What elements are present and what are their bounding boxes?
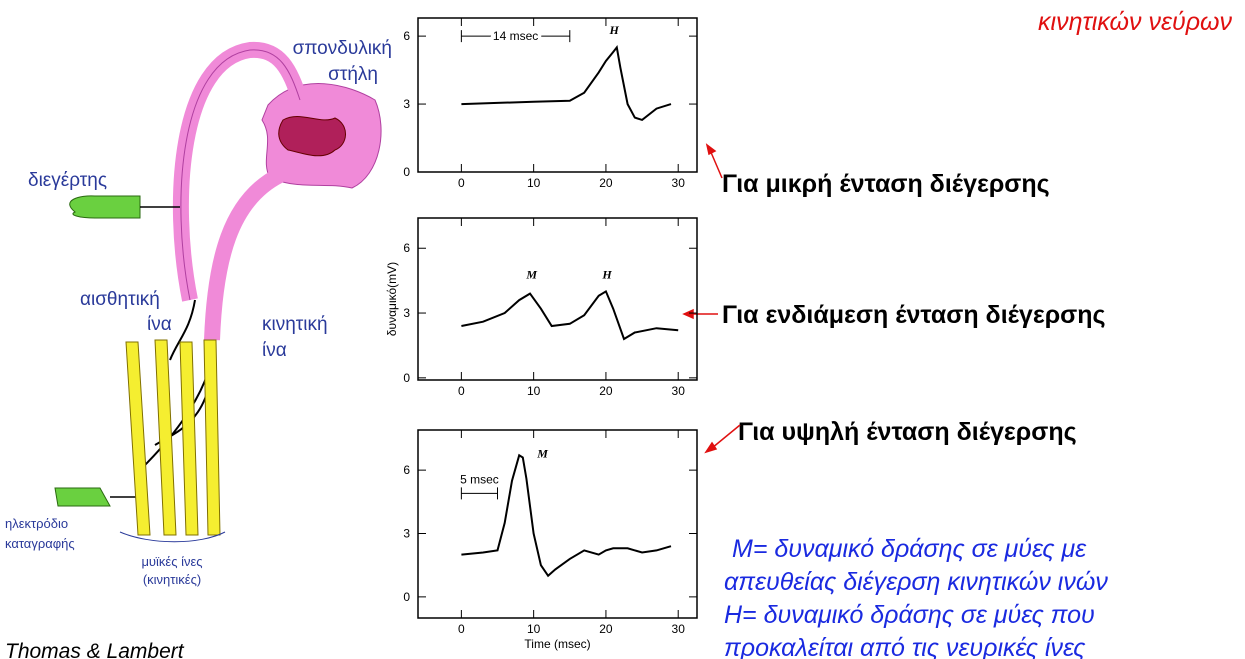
- caption: Για υψηλή ένταση διέγερσης: [738, 418, 1077, 446]
- line: [461, 47, 671, 120]
- citation: Thomas & Lambert: [5, 640, 185, 659]
- y-tick-label: 0: [403, 165, 410, 179]
- label: μυϊκές ίνες: [141, 554, 202, 569]
- plot-frame: [418, 18, 697, 172]
- title: κινητικών νεύρων: [1038, 8, 1232, 36]
- label: ίνα: [147, 314, 172, 335]
- label: (κινητικές): [143, 572, 201, 587]
- x-tick-label: 20: [599, 622, 613, 636]
- y-tick-label: 3: [403, 97, 410, 111]
- y-tick-label: 6: [403, 241, 410, 255]
- y-tick-label: 0: [403, 590, 410, 604]
- annotation: M: [525, 267, 537, 281]
- slide: κινητικών νεύρων σπονδυλική στήλη διεγέρ…: [0, 0, 1245, 659]
- caption: Για ενδιάμεση ένταση διέγερσης: [722, 301, 1106, 329]
- label: διεγέρτης: [28, 170, 107, 191]
- annotation: M: [536, 446, 548, 460]
- note: M= δυναμικό δράσης σε μύες με: [732, 535, 1087, 563]
- label: σπονδυλική: [293, 38, 392, 59]
- annotation: 5 msec: [460, 472, 499, 486]
- x-tick-label: 10: [527, 176, 541, 190]
- x-tick-label: 30: [672, 384, 686, 398]
- x-tick-label: 20: [599, 384, 613, 398]
- plot-frame: [418, 218, 697, 380]
- x-tick-label: 0: [458, 176, 465, 190]
- line: [461, 291, 678, 339]
- label: κινητική: [262, 314, 328, 335]
- label: ίνα: [262, 340, 287, 361]
- y-tick-label: 3: [403, 527, 410, 541]
- x-tick-label: 10: [527, 622, 541, 636]
- x-tick-label: 0: [458, 622, 465, 636]
- note: απευθείας διέγερση κινητικών ινών: [724, 568, 1108, 596]
- label: αισθητική: [80, 289, 160, 310]
- label: ηλεκτρόδιο: [5, 516, 68, 531]
- annotation: 14 msec: [493, 29, 538, 43]
- y-tick-label: 3: [403, 306, 410, 320]
- x-tick-label: 10: [527, 384, 541, 398]
- y-axis-label: δυναμικό(mV): [385, 262, 399, 336]
- x-axis-label: Time (msec): [524, 637, 590, 651]
- plot-frame: [418, 430, 697, 618]
- x-tick-label: 0: [458, 384, 465, 398]
- note: H= δυναμικό δράσης σε μύες που: [724, 601, 1095, 629]
- annotation: H: [601, 267, 612, 281]
- x-tick-label: 30: [672, 176, 686, 190]
- x-tick-label: 30: [672, 622, 686, 636]
- y-tick-label: 6: [403, 463, 410, 477]
- label: καταγραφής: [5, 536, 75, 551]
- label: στήλη: [328, 64, 378, 85]
- caption: Για μικρή ένταση διέγερσης: [722, 170, 1050, 198]
- y-tick-label: 0: [403, 371, 410, 385]
- note: προκαλείται από τις νευρικές ίνες: [724, 634, 1086, 659]
- x-tick-label: 20: [599, 176, 613, 190]
- y-tick-label: 6: [403, 29, 410, 43]
- annotation: H: [609, 23, 620, 37]
